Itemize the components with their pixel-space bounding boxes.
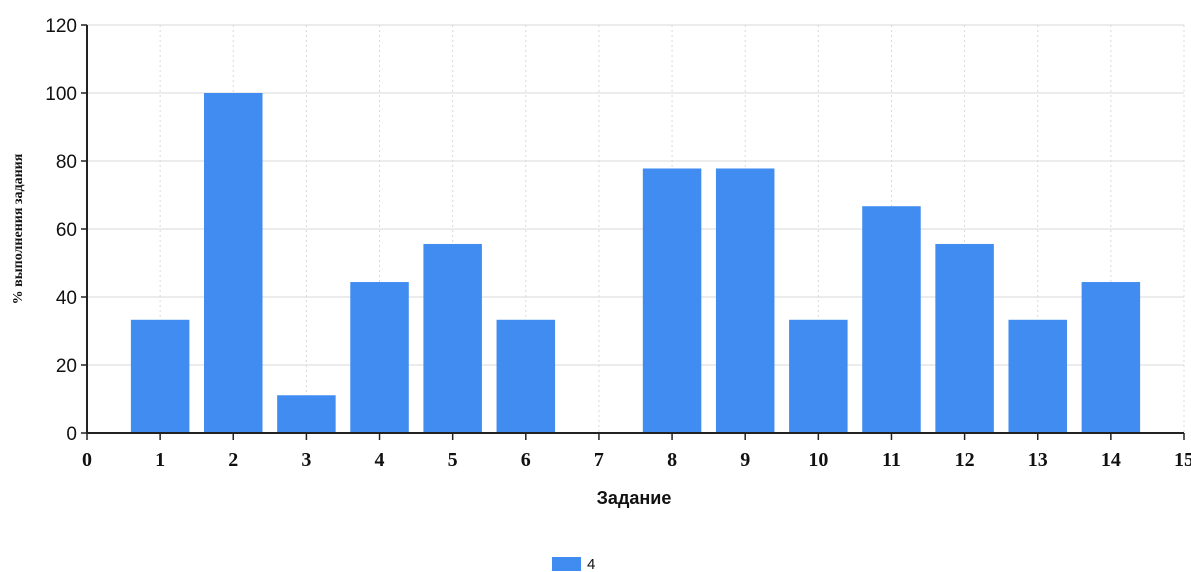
legend: 4: [552, 556, 595, 572]
x-tick-label: 11: [882, 449, 901, 471]
bar: [642, 168, 702, 434]
x-tick-label: 13: [1028, 449, 1048, 471]
bar: [277, 395, 336, 433]
bar: [935, 243, 994, 433]
bar: [204, 93, 263, 433]
y-tick-label: 0: [66, 424, 77, 445]
y-tick-label: 20: [56, 356, 77, 377]
x-tick-label: 7: [594, 449, 604, 471]
y-tick-label: 120: [45, 16, 77, 37]
x-tick-label: 8: [667, 449, 677, 471]
x-tick-label: 4: [375, 449, 385, 471]
x-tick-label: 14: [1101, 449, 1121, 471]
x-tick-label: 2: [228, 449, 238, 471]
bar: [862, 206, 921, 433]
x-tick-label: 9: [740, 449, 750, 471]
y-tick-label: 60: [56, 220, 77, 241]
x-tick-label: 0: [82, 449, 92, 471]
bar: [715, 168, 775, 434]
x-tick-label: 1: [155, 449, 165, 471]
legend-label: 4: [587, 556, 595, 572]
y-tick-label: 80: [56, 152, 77, 173]
bar: [496, 319, 556, 433]
bar: [423, 243, 482, 433]
x-tick-label: 12: [955, 449, 975, 471]
y-tick-label: 40: [56, 288, 77, 309]
x-tick-label: 5: [448, 449, 458, 471]
x-tick-label: 3: [301, 449, 311, 471]
bar: [350, 282, 409, 433]
bars: [130, 93, 1141, 434]
x-tick-label: 6: [521, 449, 531, 471]
y-ticks: 0 20 40 60 80 100 120: [45, 16, 87, 445]
bar: [1081, 282, 1141, 433]
bar: [130, 319, 190, 433]
bar: [1008, 319, 1067, 433]
x-tick-label: 15: [1174, 449, 1191, 471]
y-tick-label: 100: [45, 84, 77, 105]
x-tick-label: 10: [808, 449, 828, 471]
bar: [789, 319, 848, 433]
x-axis-title: Задание: [597, 488, 672, 508]
x-ticks: 0 1 2 3 4 5 6 7 8 9 10 11 12 13 14 15: [82, 433, 1191, 471]
y-axis-title: % выполнения задания: [11, 153, 26, 304]
legend-swatch: [552, 557, 581, 571]
